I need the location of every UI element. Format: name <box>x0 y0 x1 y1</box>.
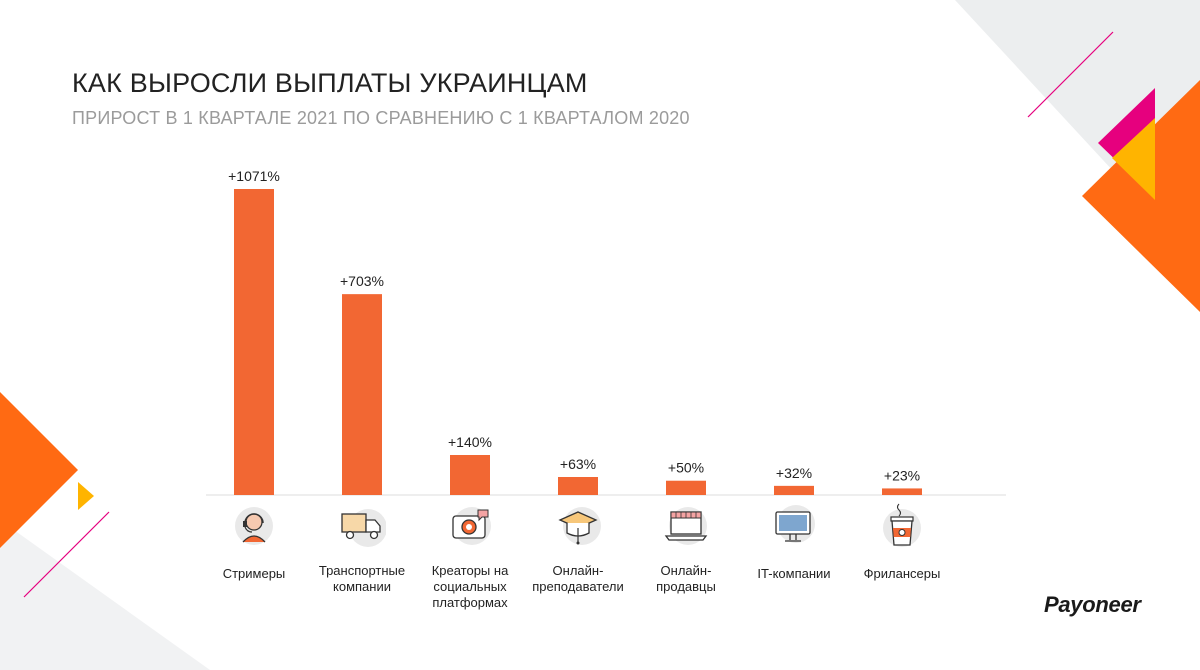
deco-yellow-triangle-left <box>78 482 94 510</box>
category-label: Онлайн-преподаватели <box>523 563 633 595</box>
category-label-line: Онлайн- <box>552 563 604 578</box>
bar-0 <box>234 189 274 495</box>
bar-6 <box>882 488 922 495</box>
bar-1 <box>342 294 382 495</box>
category-label-line: Фрилансеры <box>863 566 941 581</box>
logo-text: Payoneer <box>1044 592 1141 617</box>
coffee-cup-icon <box>878 502 926 550</box>
category-label: IT-компании <box>739 566 849 582</box>
category-label: Фрилансеры <box>847 566 957 582</box>
category-label-line: Транспортные <box>318 563 406 578</box>
category-label: Креаторы на социальных платформах <box>415 563 525 611</box>
category-label-line: Стримеры <box>222 566 286 581</box>
category-label-line: компании <box>333 579 391 594</box>
chart-subtitle: ПРИРОСТ В 1 КВАРТАЛЕ 2021 ПО СРАВНЕНИЮ С… <box>72 108 690 128</box>
bar-value-label: +23% <box>884 467 920 483</box>
deco-magenta-line-top <box>1027 31 1114 118</box>
camera-icon <box>446 502 494 550</box>
category-label-line: Онлайн- <box>660 563 712 578</box>
headset-icon <box>230 502 278 550</box>
payoneer-logo: Payoneer <box>1044 592 1141 618</box>
bar-value-label: +1071% <box>228 168 280 184</box>
category-label-line: IT-компании <box>757 566 831 581</box>
graduation-cap-icon <box>554 502 602 550</box>
category-label: Онлайн-продавцы <box>631 563 741 595</box>
shop-laptop-icon <box>662 502 710 550</box>
bar-3 <box>558 477 598 495</box>
category-label: Транспортные компании <box>307 563 417 595</box>
category-label-line: платформах <box>432 595 508 610</box>
deco-magenta-line-bottom <box>23 511 110 598</box>
bar-value-label: +50% <box>668 460 704 476</box>
category-label-line: Креаторы на <box>431 563 509 578</box>
deco-orange-shape-left <box>0 392 78 548</box>
category-label-line: преподаватели <box>532 579 624 594</box>
deco-gray-bottom-left-2 <box>0 520 210 670</box>
truck-icon <box>338 502 387 550</box>
category-label-line: продавцы <box>656 579 716 594</box>
deco-orange-shape-right <box>1082 80 1200 312</box>
bar-5 <box>774 485 814 495</box>
bar-2 <box>450 455 490 495</box>
chart-title: КАК ВЫРОСЛИ ВЫПЛАТЫ УКРАИНЦАМ <box>72 68 588 98</box>
category-label: Стримеры <box>199 566 309 582</box>
bar-value-label: +32% <box>776 465 812 481</box>
bar-value-label: +63% <box>560 456 596 472</box>
monitor-icon <box>770 502 818 550</box>
bar-4 <box>666 480 706 495</box>
bar-value-label: +140% <box>448 434 492 450</box>
category-label-line: социальных <box>433 579 507 594</box>
deco-yellow-triangle-right <box>1112 118 1155 200</box>
bar-value-label: +703% <box>340 273 384 289</box>
